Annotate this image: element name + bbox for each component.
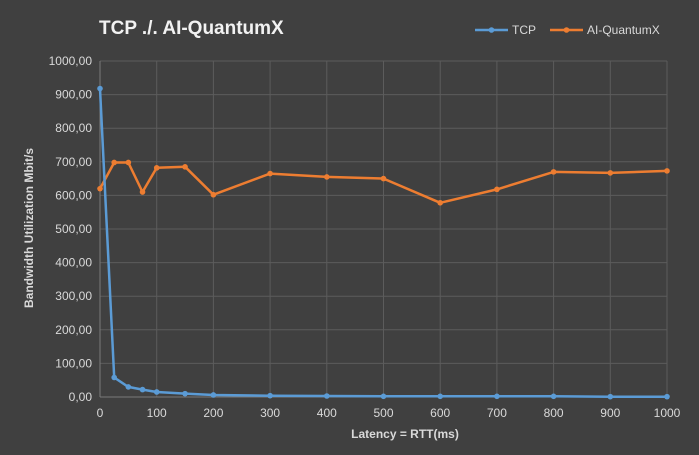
data-point-tcp [182,390,188,397]
x-tick-label: 900 [600,406,620,420]
data-point-tcp [664,393,670,400]
data-point-tcp [494,393,500,400]
data-point-ai-quantumx [494,186,500,193]
data-point-tcp [111,374,117,381]
x-tick-label: 300 [260,406,280,420]
x-tick-label: 400 [317,406,337,420]
x-tick-label: 700 [487,406,507,420]
data-point-tcp [380,393,387,400]
data-point-tcp [267,392,273,399]
gridlines [99,60,668,398]
legend: TCP AI-QuantumX [475,23,660,37]
data-point-ai-quantumx [267,170,273,177]
y-tick-label: 700,00 [55,155,92,169]
data-point-ai-quantumx [380,175,387,182]
y-tick-label: 800,00 [55,121,92,135]
data-point-tcp [550,393,557,400]
y-tick-label: 200,00 [55,323,92,337]
y-tick-label: 900,00 [55,88,92,102]
y-axis-ticks: 0,00 100,00 200,00 300,00 400,00 500,00 600,00… [49,54,93,404]
data-point-ai-quantumx [111,159,117,166]
data-point-tcp [324,393,330,399]
data-point-ai-quantumx [437,199,444,206]
legend-item-ai-quantumx: AI-QuantumX [550,23,660,37]
data-point-tcp [210,392,217,398]
data-point-ai-quantumx [97,185,103,192]
x-tick-label: 200 [203,406,223,420]
data-point-ai-quantumx [153,165,160,171]
data-point-ai-quantumx [125,159,132,166]
legend-label-ai-quantumx: AI-QuantumX [587,23,660,37]
y-tick-label: 600,00 [55,188,92,202]
chart-title: TCP ./. AI-QuantumX [99,18,284,39]
y-axis-label: Bandwidth Utilization Mbit/s [22,148,36,308]
x-axis-label: Latency = RTT(ms) [351,427,459,441]
data-point-tcp [153,389,160,395]
legend-label-tcp: TCP [512,23,536,37]
legend-marker-tcp [488,27,495,33]
data-point-ai-quantumx [139,189,146,195]
legend-item-tcp: TCP [475,23,536,37]
y-tick-label: 400,00 [55,256,92,270]
x-tick-label: 600 [430,406,450,420]
y-tick-label: 100,00 [55,356,92,370]
data-point-tcp [139,386,146,393]
data-point-ai-quantumx [550,169,557,175]
x-axis-ticks: 0 100 200 300 400 500 600 700 800 900 1000 [97,406,681,420]
x-tick-label: 1000 [654,406,681,420]
y-tick-label: 500,00 [55,222,92,236]
data-point-tcp [125,384,132,390]
data-point-tcp [607,393,614,400]
y-tick-label: 0,00 [69,390,93,404]
legend-marker-ai-quantumx [563,27,570,33]
data-point-tcp [97,85,103,92]
series-lines [97,85,670,400]
x-tick-label: 500 [373,406,393,420]
data-point-ai-quantumx [182,164,188,170]
data-point-ai-quantumx [607,170,614,176]
y-tick-label: 300,00 [55,289,92,303]
x-tick-label: 800 [544,406,564,420]
data-point-ai-quantumx [324,174,330,180]
x-tick-label: 0 [97,406,104,420]
x-tick-label: 100 [147,406,167,420]
data-point-ai-quantumx [664,168,670,174]
data-point-ai-quantumx [210,191,217,198]
y-tick-label: 1000,00 [49,54,93,68]
data-point-tcp [437,393,444,400]
